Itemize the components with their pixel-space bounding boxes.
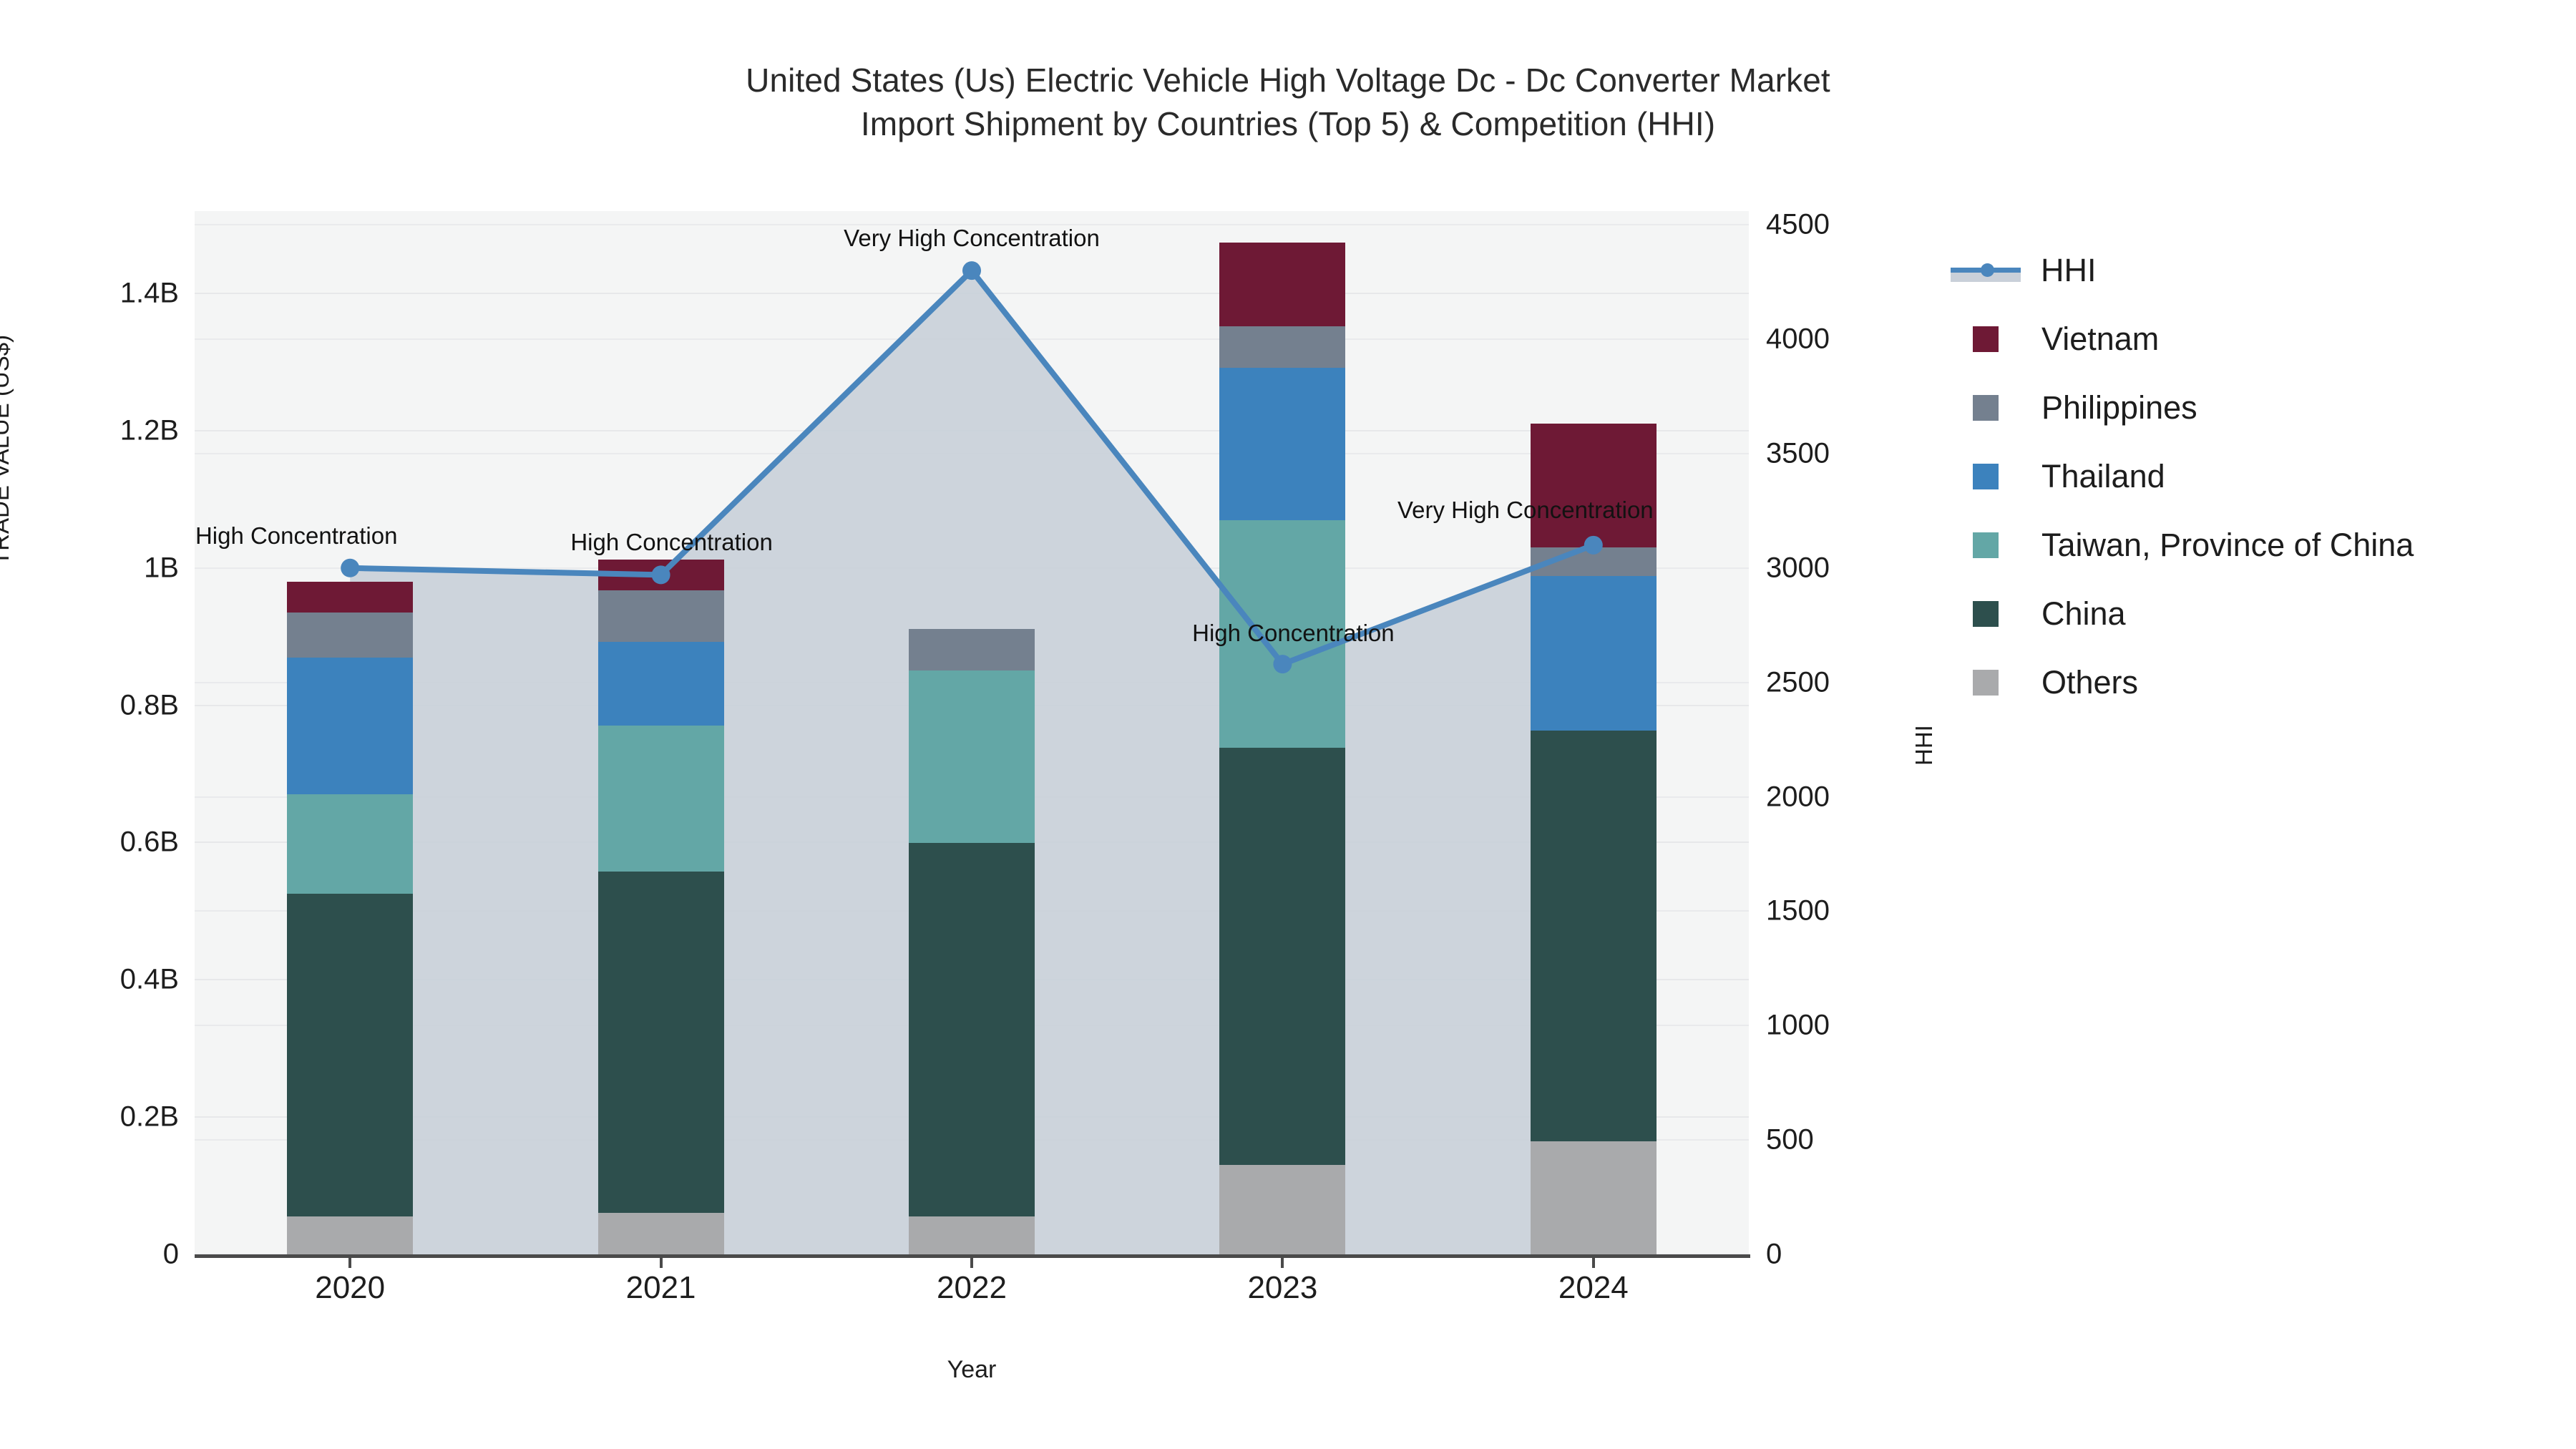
y-axis-right-tick-label: 3500 [1766,437,1830,469]
bar-segment[interactable] [909,629,1035,670]
y-axis-right-tick-label: 3000 [1766,552,1830,584]
legend-item-label: Vietnam [2041,321,2160,357]
bar-segment[interactable] [909,843,1035,1217]
y-axis-left-tick-label: 0.4B [119,963,179,995]
legend-item-label: HHI [2041,252,2097,288]
bar-segment[interactable] [597,642,724,726]
chart-legend: HHI Vietnam Philippines Thailand Taiwan, Pro… [1951,236,2414,717]
legend-color-swatch [1973,464,1999,489]
x-axis-tick-mark [970,1258,973,1268]
bar-segment[interactable] [1219,367,1346,520]
y-axis-right-tick-label: 2500 [1766,666,1830,698]
x-axis-tick-mark [348,1258,352,1268]
bar-segment[interactable] [1219,326,1346,368]
legend-color-swatch [1973,670,1999,696]
bar-stack[interactable] [1530,424,1657,1254]
legend-item[interactable]: China [1951,580,2414,648]
y-axis-right-tick-label: 2000 [1766,781,1830,813]
concentration-label: Very High Concentration [1397,496,1654,523]
bar-segment[interactable] [287,1216,414,1254]
chart-title-line-1: United States (Us) Electric Vehicle High… [746,62,1830,99]
concentration-label: High Concentration [570,529,773,556]
bar-segment[interactable] [1219,1165,1346,1254]
legend-color-swatch [1973,395,1999,421]
x-axis-tick-mark [659,1258,663,1268]
legend-item[interactable]: Philippines [1951,374,2414,442]
gridline-right [195,224,1749,226]
y-axis-right-tick-label: 4000 [1766,323,1830,355]
bar-segment[interactable] [1530,1141,1657,1254]
y-axis-left-tick-label: 1.4B [119,277,179,309]
hhi-line-series [341,261,1603,674]
bar-segment[interactable] [287,657,414,795]
y-axis-left-tick-label: 0 [162,1238,179,1270]
bar-segment[interactable] [1219,243,1346,327]
chart-title: United States (Us) Electric Vehicle High… [0,59,2576,145]
y-axis-left-tick-label: 0.2B [119,1101,179,1133]
bar-segment[interactable] [909,670,1035,844]
legend-item-label: Philippines [2041,389,2197,426]
bar-segment[interactable] [1530,731,1657,1141]
bar-segment[interactable] [597,726,724,872]
y-axis-left-tick-label: 0.6B [119,826,179,858]
x-axis-title: Year [947,1356,997,1383]
legend-item[interactable]: Thailand [1951,442,2414,511]
y-axis-right-tick-label: 500 [1766,1123,1814,1156]
legend-color-swatch [1973,532,1999,558]
legend-item[interactable]: Taiwan, Province of China [1951,511,2414,580]
bar-stack[interactable] [597,560,724,1254]
legend-item-label: Others [2041,664,2139,701]
bar-stack[interactable] [1219,243,1346,1254]
legend-item-label: China [2041,595,2126,632]
x-axis-spine [195,1254,1750,1258]
plot-area [195,211,1749,1255]
y-axis-left-tick-label: 1B [144,552,179,584]
bar-segment[interactable] [287,794,414,894]
legend-item[interactable]: HHI [1951,236,2414,305]
legend-item-label: Taiwan, Province of China [2041,527,2414,563]
bar-segment[interactable] [1219,519,1346,748]
x-axis-tick-label: 2023 [1247,1270,1318,1305]
bar-segment[interactable] [1530,424,1657,548]
bar-segment[interactable] [287,581,414,613]
legend-color-swatch [1973,601,1999,627]
x-axis-tick-label: 2021 [625,1270,696,1305]
x-axis-tick-label: 2020 [315,1270,386,1305]
y-axis-left-title: TRADE VALUE (US$) [0,334,14,565]
legend-color-swatch [1973,326,1999,352]
x-axis-tick-mark [1281,1258,1284,1268]
y-axis-right-tick-label: 4500 [1766,208,1830,240]
concentration-label: Very High Concentration [844,225,1100,252]
bar-segment[interactable] [1219,748,1346,1166]
y-axis-right-tick-label: 1000 [1766,1009,1830,1041]
bar-segment[interactable] [597,590,724,643]
bar-segment[interactable] [1530,576,1657,731]
legend-item-label: Thailand [2041,458,2165,494]
x-axis-tick-label: 2024 [1558,1270,1629,1305]
bar-segment[interactable] [287,894,414,1217]
bar-stack[interactable] [287,581,414,1254]
concentration-label: High Concentration [195,522,398,549]
bar-segment[interactable] [597,1213,724,1254]
y-axis-right-tick-label: 0 [1766,1238,1782,1270]
y-axis-right-tick-label: 1500 [1766,894,1830,927]
bar-segment[interactable] [597,871,724,1214]
bar-stack[interactable] [909,629,1035,1254]
legend-line-marker-icon [1951,258,2021,283]
x-axis-tick-label: 2022 [937,1270,1007,1305]
bar-segment[interactable] [909,1216,1035,1254]
bar-segment[interactable] [287,613,414,658]
concentration-label: High Concentration [1192,620,1395,647]
x-axis-tick-mark [1591,1258,1595,1268]
y-axis-left-tick-label: 1.2B [119,414,179,447]
legend-item[interactable]: Vietnam [1951,305,2414,374]
y-axis-left-tick-label: 0.8B [119,689,179,721]
chart-title-line-2: Import Shipment by Countries (Top 5) & C… [860,104,1716,142]
legend-item[interactable]: Others [1951,648,2414,717]
y-axis-right-title: HHI [1911,725,1937,766]
